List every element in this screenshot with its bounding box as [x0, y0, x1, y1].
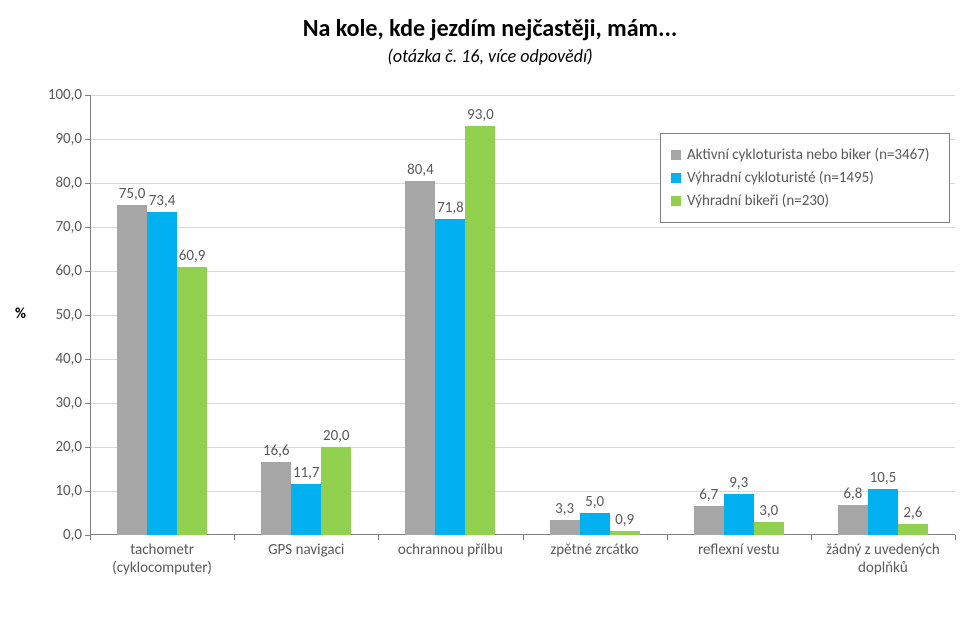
bar-data-label: 10,5 — [870, 469, 897, 487]
x-tick-mark — [90, 535, 91, 540]
legend-label: Aktivní cykloturista nebo biker (n=3467) — [687, 146, 929, 165]
bar-data-label: 11,7 — [293, 464, 320, 482]
bar — [610, 531, 640, 535]
gridline — [90, 359, 955, 360]
y-tick-label: 100,0 — [48, 86, 82, 104]
bar-data-label: 73,4 — [149, 192, 176, 210]
y-tick-label: 50,0 — [55, 306, 82, 324]
legend: Aktivní cykloturista nebo biker (n=3467)… — [660, 133, 950, 223]
x-tick-mark — [667, 535, 668, 540]
legend-label: Výhradní cykloturisté (n=1495) — [687, 169, 874, 188]
legend-swatch — [671, 173, 681, 183]
bar — [147, 212, 177, 535]
bar — [754, 522, 784, 535]
y-tick-label: 20,0 — [55, 438, 82, 456]
bar — [898, 524, 928, 535]
legend-label: Výhradní bikeři (n=230) — [687, 192, 829, 211]
chart-title: Na kole, kde jezdím nejčastěji, mám... — [0, 0, 980, 43]
bar-data-label: 75,0 — [119, 185, 146, 203]
bar — [694, 506, 724, 535]
bar-data-label: 9,3 — [729, 474, 748, 492]
bar — [580, 513, 610, 535]
bar-data-label: 6,8 — [843, 485, 862, 503]
legend-swatch — [671, 150, 681, 160]
gridline — [90, 271, 955, 272]
bar — [261, 462, 291, 535]
x-tick-label: žádný z uvedených doplňků — [814, 541, 952, 577]
bar-data-label: 20,0 — [323, 427, 350, 445]
legend-item: Výhradní bikeři (n=230) — [671, 192, 939, 211]
bar-data-label: 60,9 — [179, 247, 206, 265]
bar-data-label: 6,7 — [699, 486, 718, 504]
chart-subtitle: (otázka č. 16, více odpovědí) — [0, 43, 980, 67]
legend-item: Aktivní cykloturista nebo biker (n=3467) — [671, 146, 939, 165]
y-tick-label: 10,0 — [55, 482, 82, 500]
y-axis-line — [90, 95, 91, 535]
y-tick-label: 40,0 — [55, 350, 82, 368]
bar — [177, 267, 207, 535]
bar — [117, 205, 147, 535]
bar-data-label: 3,0 — [759, 502, 778, 520]
gridline — [90, 403, 955, 404]
bar-data-label: 3,3 — [555, 500, 574, 518]
bar — [405, 181, 435, 535]
gridline — [90, 447, 955, 448]
x-tick-label: ochrannou přílbu — [381, 541, 519, 559]
bar — [838, 505, 868, 535]
gridline — [90, 491, 955, 492]
bar-data-label: 2,6 — [903, 504, 922, 522]
x-tick-mark — [811, 535, 812, 540]
gridline — [90, 95, 955, 96]
x-tick-mark — [523, 535, 524, 540]
bar — [465, 126, 495, 535]
bar-data-label: 80,4 — [407, 161, 434, 179]
chart-container: Na kole, kde jezdím nejčastěji, mám... (… — [0, 0, 980, 635]
x-tick-mark — [234, 535, 235, 540]
gridline — [90, 227, 955, 228]
bar — [291, 484, 321, 535]
gridline — [90, 315, 955, 316]
x-tick-label: GPS navigaci — [237, 541, 375, 559]
x-tick-label: reflexní vestu — [670, 541, 808, 559]
bar — [868, 489, 898, 535]
y-tick-label: 90,0 — [55, 130, 82, 148]
y-tick-label: 0,0 — [63, 526, 82, 544]
bar — [435, 219, 465, 535]
bar — [724, 494, 754, 535]
y-tick-label: 80,0 — [55, 174, 82, 192]
bar-data-label: 16,6 — [263, 442, 290, 460]
x-tick-mark — [378, 535, 379, 540]
legend-item: Výhradní cykloturisté (n=1495) — [671, 169, 939, 188]
bar-data-label: 0,9 — [615, 511, 634, 529]
bar-data-label: 71,8 — [437, 199, 464, 217]
bar-data-label: 93,0 — [467, 106, 494, 124]
y-axis-title: % — [15, 305, 26, 323]
bar — [550, 520, 580, 535]
x-tick-mark — [955, 535, 956, 540]
y-tick-label: 70,0 — [55, 218, 82, 236]
bar-data-label: 5,0 — [585, 493, 604, 511]
x-tick-label: tachometr (cyklocomputer) — [93, 541, 231, 577]
y-tick-label: 60,0 — [55, 262, 82, 280]
x-tick-label: zpětné zrcátko — [526, 541, 664, 559]
bar — [321, 447, 351, 535]
y-tick-label: 30,0 — [55, 394, 82, 412]
legend-swatch — [671, 196, 681, 206]
